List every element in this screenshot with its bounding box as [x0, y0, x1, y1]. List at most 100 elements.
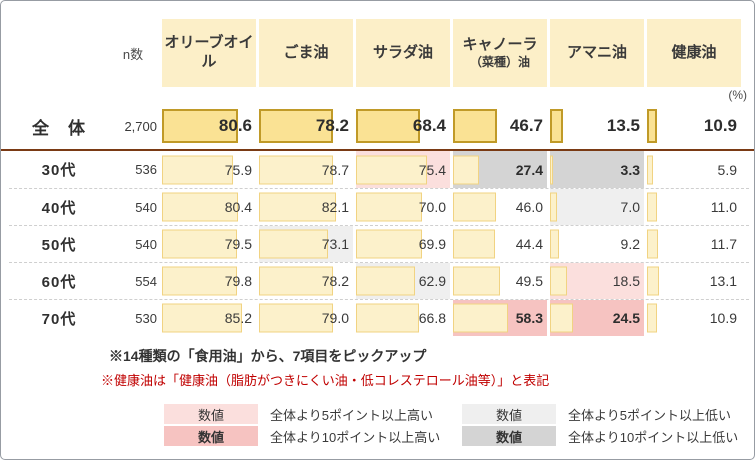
value-bar — [259, 109, 333, 143]
column-header-canola-oil: キャノーラ （菜種）油 — [453, 19, 547, 87]
value-bar — [259, 303, 334, 333]
table-row-60s: 60代 554 79.8 78.2 62.9 49.5 18.5 13.1 — [9, 262, 749, 299]
value-bar — [356, 229, 422, 259]
value-bar — [647, 229, 658, 259]
cell-value: 79.0 — [321, 310, 349, 326]
cell-value: 11.0 — [710, 199, 737, 215]
row-n-count: 536 — [135, 162, 157, 177]
value-bar — [356, 266, 416, 296]
value-bar — [162, 229, 237, 259]
cell-value: 46.7 — [509, 116, 543, 135]
value-bar — [162, 109, 238, 143]
cell-value: 80.4 — [224, 199, 252, 215]
data-cell: 78.2 — [259, 103, 353, 149]
cell-value: 78.2 — [315, 116, 349, 135]
value-bar — [356, 155, 427, 184]
column-header-label: 健康油 — [671, 43, 717, 61]
table-row-40s: 40代 540 80.4 82.1 70.0 46.0 7.0 11.0 — [9, 188, 749, 225]
cell-value: 75.4 — [418, 161, 446, 178]
value-bar — [647, 303, 658, 333]
table-row-70s: 70代 530 85.2 79.0 66.8 58.3 24.5 10.9 — [9, 299, 749, 336]
row-n-count: 540 — [135, 236, 157, 252]
column-header-label: サラダ油 — [372, 43, 433, 61]
row-label: 全 体 — [32, 118, 86, 138]
data-cell: 10.9 — [647, 300, 741, 336]
data-cell: 78.7 — [259, 151, 353, 188]
data-cell: 70.0 — [356, 189, 450, 225]
cell-value: 7.0 — [620, 199, 640, 215]
column-header-label: オリーブオイル — [164, 34, 254, 70]
footnote-kenko-note: ※健康油は「健康油（脂肪がつきにくい油・低コレステロール油等）」と表記 — [101, 373, 550, 388]
legend-swatch: 数値 — [462, 404, 556, 424]
cell-value: 70.0 — [418, 199, 446, 215]
value-bar — [550, 303, 573, 333]
highlight-legend: 数値 全体より5ポイント以上高い 数値 全体より10ポイント以上高い 数値 全体より5ポ… — [164, 404, 749, 446]
total-row-slot: 全 体 2,700 80.6 78.2 68.4 46.7 13.5 10.9 — [9, 103, 749, 149]
value-bar — [453, 303, 508, 333]
data-cell: 10.9 — [647, 103, 741, 149]
column-header-olive-oil: オリーブオイル — [162, 19, 256, 87]
legend-swatch: 数値 — [462, 426, 556, 446]
cell-value: 68.4 — [412, 116, 446, 135]
data-cell: 46.0 — [453, 189, 547, 225]
legend-item-low5: 数値 全体より5ポイント以上低い — [462, 404, 744, 424]
data-cell: 58.3 — [453, 300, 547, 336]
value-bar — [647, 192, 658, 222]
legend-column-higher: 数値 全体より5ポイント以上高い 数値 全体より10ポイント以上高い — [164, 404, 446, 446]
row-n-count: 2,700 — [124, 118, 157, 134]
cell-value: 5.9 — [717, 161, 737, 178]
cell-value: 11.7 — [710, 236, 737, 252]
footnote-pickup: ※14種類の「食用油」から、7項目をピックアップ — [109, 348, 427, 364]
total-divider-line — [1, 149, 754, 151]
data-cell: 75.4 — [356, 151, 450, 188]
row-label: 40代 — [41, 199, 77, 217]
data-cell: 79.5 — [162, 226, 256, 262]
value-bar — [259, 229, 328, 259]
value-bar — [453, 155, 479, 184]
value-bar — [550, 229, 559, 259]
data-cell: 66.8 — [356, 300, 450, 336]
column-headers: オリーブオイル ごま油 サラダ油 キャノーラ （菜種）油 アマニ油 健康油 — [157, 19, 741, 87]
column-header-label: ごま油 — [283, 43, 329, 61]
data-cell: 5.9 — [647, 151, 741, 188]
cell-value: 82.1 — [321, 199, 349, 215]
value-bar — [356, 109, 421, 143]
row-n-count: 530 — [135, 310, 157, 326]
row-label: 60代 — [41, 273, 77, 291]
cell-value: 79.5 — [224, 236, 252, 252]
data-cell: 13.1 — [647, 263, 741, 299]
value-bar — [647, 109, 658, 143]
column-header-amani-oil: アマニ油 — [550, 19, 644, 87]
data-cell: 11.7 — [647, 226, 741, 262]
legend-label: 全体より10ポイント以上低い — [568, 429, 739, 445]
legend-item-high5: 数値 全体より5ポイント以上高い — [164, 404, 446, 424]
value-bar — [550, 266, 568, 296]
value-bar — [356, 303, 419, 333]
n-count-header: n数 — [122, 46, 144, 62]
data-cell: 46.7 — [453, 103, 547, 149]
data-cell: 79.8 — [162, 263, 256, 299]
cell-value: 80.6 — [218, 116, 252, 135]
legend-label: 全体より5ポイント以上高い — [270, 407, 433, 423]
value-bar — [259, 266, 333, 296]
column-header-salad-oil: サラダ油 — [356, 19, 450, 87]
data-cell: 82.1 — [259, 189, 353, 225]
legend-swatch: 数値 — [164, 426, 258, 446]
legend-label: 全体より5ポイント以上低い — [568, 407, 731, 423]
column-header-sesame-oil: ごま油 — [259, 19, 353, 87]
cell-value: 66.8 — [418, 310, 446, 326]
data-cell: 78.2 — [259, 263, 353, 299]
legend-label: 全体より10ポイント以上高い — [270, 429, 441, 445]
cell-value: 13.5 — [606, 116, 640, 135]
column-header-label: アマニ油 — [566, 43, 627, 61]
row-label: 30代 — [41, 162, 77, 179]
cell-value: 27.4 — [515, 161, 543, 178]
data-cell: 68.4 — [356, 103, 450, 149]
cell-value: 46.0 — [515, 199, 543, 215]
cell-value: 79.8 — [224, 273, 252, 289]
cell-value: 75.9 — [224, 161, 252, 178]
data-cell: 69.9 — [356, 226, 450, 262]
data-cell: 11.0 — [647, 189, 741, 225]
legend-item-low10: 数値 全体より10ポイント以上低い — [462, 426, 744, 446]
cell-value: 78.7 — [321, 161, 349, 178]
